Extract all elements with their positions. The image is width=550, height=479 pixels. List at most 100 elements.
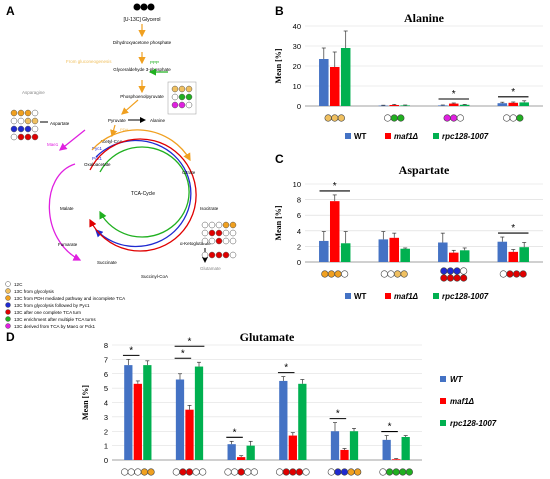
bar (392, 459, 401, 460)
category-marker (230, 468, 239, 476)
legend-swatch (5, 323, 11, 329)
y-tick-label: 8 (104, 341, 108, 350)
category-marker (334, 468, 342, 476)
legend-swatch (5, 302, 11, 308)
legend-entry: WT (450, 375, 464, 384)
y-axis-label: Mean [%] (81, 385, 90, 420)
legend-entry: 12C (14, 282, 23, 287)
legend-entry: 13C from glycolysis followed by Pyc1 (14, 303, 90, 308)
category-marker (385, 468, 394, 476)
metabolite-fumarate: Fumarate (58, 242, 78, 247)
metabolite-dhap: Dihydroxyacetone phosphate (113, 40, 172, 45)
bar (349, 431, 359, 460)
category-marker (380, 270, 388, 278)
bar (319, 59, 329, 106)
category-marker (393, 270, 402, 278)
bar (519, 102, 529, 106)
bar (497, 241, 508, 262)
bar (227, 444, 236, 460)
metabolite-alanine: Alanine (150, 118, 166, 123)
category-marker (121, 468, 129, 476)
category-marker (453, 267, 461, 275)
bar (438, 105, 448, 106)
legend-swatch (5, 316, 11, 322)
metabolite-asparagine: Asparagine (22, 90, 45, 95)
bar (124, 365, 133, 460)
category-marker (237, 468, 245, 476)
category-marker (199, 468, 207, 476)
category-marker (446, 267, 455, 275)
metabolite-akg: α-Ketoglutarate (180, 241, 211, 246)
metabolite-ppp: PPP (150, 60, 159, 65)
significance-star: * (333, 181, 337, 192)
category-marker (302, 468, 310, 476)
legend-swatch (5, 281, 11, 287)
legend-swatch (5, 288, 11, 294)
metabolite-citrate: Citrate (182, 170, 196, 175)
enzyme-pyc1: Pyc1 (92, 146, 103, 151)
category-marker (450, 114, 458, 122)
bar (459, 250, 470, 262)
category-marker (392, 468, 400, 476)
metabolite-succinate: Succinate (97, 260, 117, 265)
y-tick-label: 8 (297, 196, 301, 205)
legend-entry: rpc128-1007 (442, 132, 489, 141)
bar (400, 105, 410, 106)
category-marker (405, 468, 413, 476)
category-marker (379, 468, 387, 476)
metabolite-g3p: Glyceraldehyde 3-phosphate (113, 67, 171, 72)
chart-title: Glutamate (240, 333, 295, 344)
metabolite-succcoa: Succinyl-CoA (141, 274, 168, 279)
y-tick-label: 10 (293, 82, 301, 91)
legend-entry: 13C enrichment after multiple TCA turns (14, 317, 96, 322)
bar (340, 48, 351, 106)
category-marker (440, 267, 448, 275)
bar (237, 457, 246, 460)
category-marker (460, 274, 468, 282)
panel-a-label: A (6, 4, 15, 18)
legend-entry: maf1Δ (394, 292, 419, 301)
bar (143, 365, 152, 460)
category-marker (400, 270, 408, 278)
category-marker (453, 274, 461, 282)
y-tick-label: 10 (293, 180, 301, 189)
category-marker (337, 114, 345, 122)
y-tick-label: 0 (297, 102, 301, 111)
bar (448, 103, 459, 106)
category-marker (147, 468, 155, 476)
significance-star: * (233, 427, 237, 438)
legend-swatch (440, 420, 446, 426)
metabolite-pep: Phosphoenolpyruvate (120, 94, 164, 99)
category-marker (334, 270, 342, 278)
category-marker (192, 468, 200, 476)
category-marker (324, 114, 332, 122)
bar (382, 439, 391, 460)
y-tick-label: 0 (297, 258, 301, 267)
y-tick-label: 30 (293, 42, 301, 51)
category-marker (506, 270, 514, 278)
gluconeogenesis-label: From gluconeogenesis (66, 59, 112, 64)
enzyme-pdh: PDH (120, 127, 129, 132)
bar (340, 243, 351, 262)
legend-entry: rpc128-1007 (442, 292, 489, 301)
y-tick-label: 4 (104, 399, 108, 408)
category-marker (321, 270, 329, 278)
bar (329, 67, 340, 106)
legend-swatch (5, 295, 11, 301)
category-marker (327, 270, 336, 278)
category-marker (282, 468, 290, 476)
category-marker (460, 267, 468, 275)
category-marker (331, 114, 339, 122)
bar (378, 239, 389, 262)
significance-star: * (284, 363, 288, 374)
bar (400, 248, 410, 262)
metabolite-oxaloacetate: Oxaloacetate (84, 162, 111, 167)
bar (319, 240, 329, 262)
category-marker (341, 270, 349, 278)
y-tick-label: 3 (104, 413, 108, 422)
legend-entry: maf1Δ (450, 397, 475, 406)
panel-c-label: C (275, 152, 284, 166)
bar (288, 435, 297, 460)
y-tick-label: 4 (297, 227, 301, 236)
tca-cycle (48, 129, 197, 261)
